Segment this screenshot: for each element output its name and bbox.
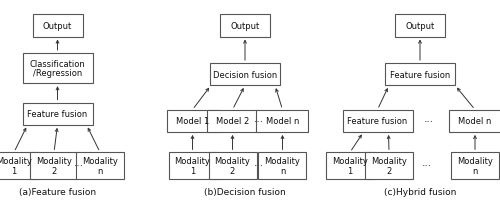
Text: Feature fusion: Feature fusion <box>390 70 450 79</box>
FancyBboxPatch shape <box>256 110 308 132</box>
FancyBboxPatch shape <box>342 110 412 132</box>
FancyBboxPatch shape <box>76 153 124 179</box>
Text: Modality
1: Modality 1 <box>0 156 32 175</box>
Text: Modality
2: Modality 2 <box>371 156 407 175</box>
Text: Model n: Model n <box>458 117 492 126</box>
Text: Output: Output <box>406 22 434 31</box>
Text: (b)Decision fusion: (b)Decision fusion <box>204 187 286 196</box>
Text: Modality
1: Modality 1 <box>174 156 210 175</box>
Text: (a)Feature fusion: (a)Feature fusion <box>19 187 96 196</box>
FancyBboxPatch shape <box>206 110 258 132</box>
FancyBboxPatch shape <box>451 153 499 179</box>
FancyBboxPatch shape <box>449 110 500 132</box>
FancyBboxPatch shape <box>166 110 218 132</box>
Text: Classification
/Regression: Classification /Regression <box>30 59 86 78</box>
Text: Model 2: Model 2 <box>216 117 249 126</box>
FancyBboxPatch shape <box>208 153 256 179</box>
Text: Modality
2: Modality 2 <box>36 156 72 175</box>
Text: Modality
n: Modality n <box>457 156 493 175</box>
Text: Modality
n: Modality n <box>82 156 118 175</box>
FancyBboxPatch shape <box>32 15 82 37</box>
Text: Feature fusion: Feature fusion <box>28 110 88 119</box>
FancyBboxPatch shape <box>168 153 216 179</box>
FancyBboxPatch shape <box>22 54 92 84</box>
FancyBboxPatch shape <box>395 15 445 37</box>
FancyBboxPatch shape <box>220 15 270 37</box>
Text: Output: Output <box>230 22 260 31</box>
Text: Output: Output <box>43 22 72 31</box>
Text: Modality
2: Modality 2 <box>214 156 250 175</box>
FancyBboxPatch shape <box>385 64 455 86</box>
Text: Modality
n: Modality n <box>264 156 300 175</box>
FancyBboxPatch shape <box>210 64 280 86</box>
FancyBboxPatch shape <box>22 103 92 125</box>
Text: (c)Hybrid fusion: (c)Hybrid fusion <box>384 187 456 196</box>
FancyBboxPatch shape <box>0 153 38 179</box>
Text: Feature fusion: Feature fusion <box>348 117 408 126</box>
FancyBboxPatch shape <box>258 153 306 179</box>
Text: Decision fusion: Decision fusion <box>213 70 277 79</box>
Text: ···: ··· <box>254 116 264 126</box>
Text: Model 1: Model 1 <box>176 117 209 126</box>
FancyBboxPatch shape <box>365 153 413 179</box>
Text: Modality
1: Modality 1 <box>332 156 368 175</box>
Text: Model n: Model n <box>266 117 299 126</box>
Text: ···: ··· <box>254 161 264 171</box>
FancyBboxPatch shape <box>30 153 78 179</box>
FancyBboxPatch shape <box>326 153 374 179</box>
Text: ···: ··· <box>74 161 84 171</box>
Text: ···: ··· <box>424 116 434 126</box>
Text: ···: ··· <box>422 161 432 171</box>
